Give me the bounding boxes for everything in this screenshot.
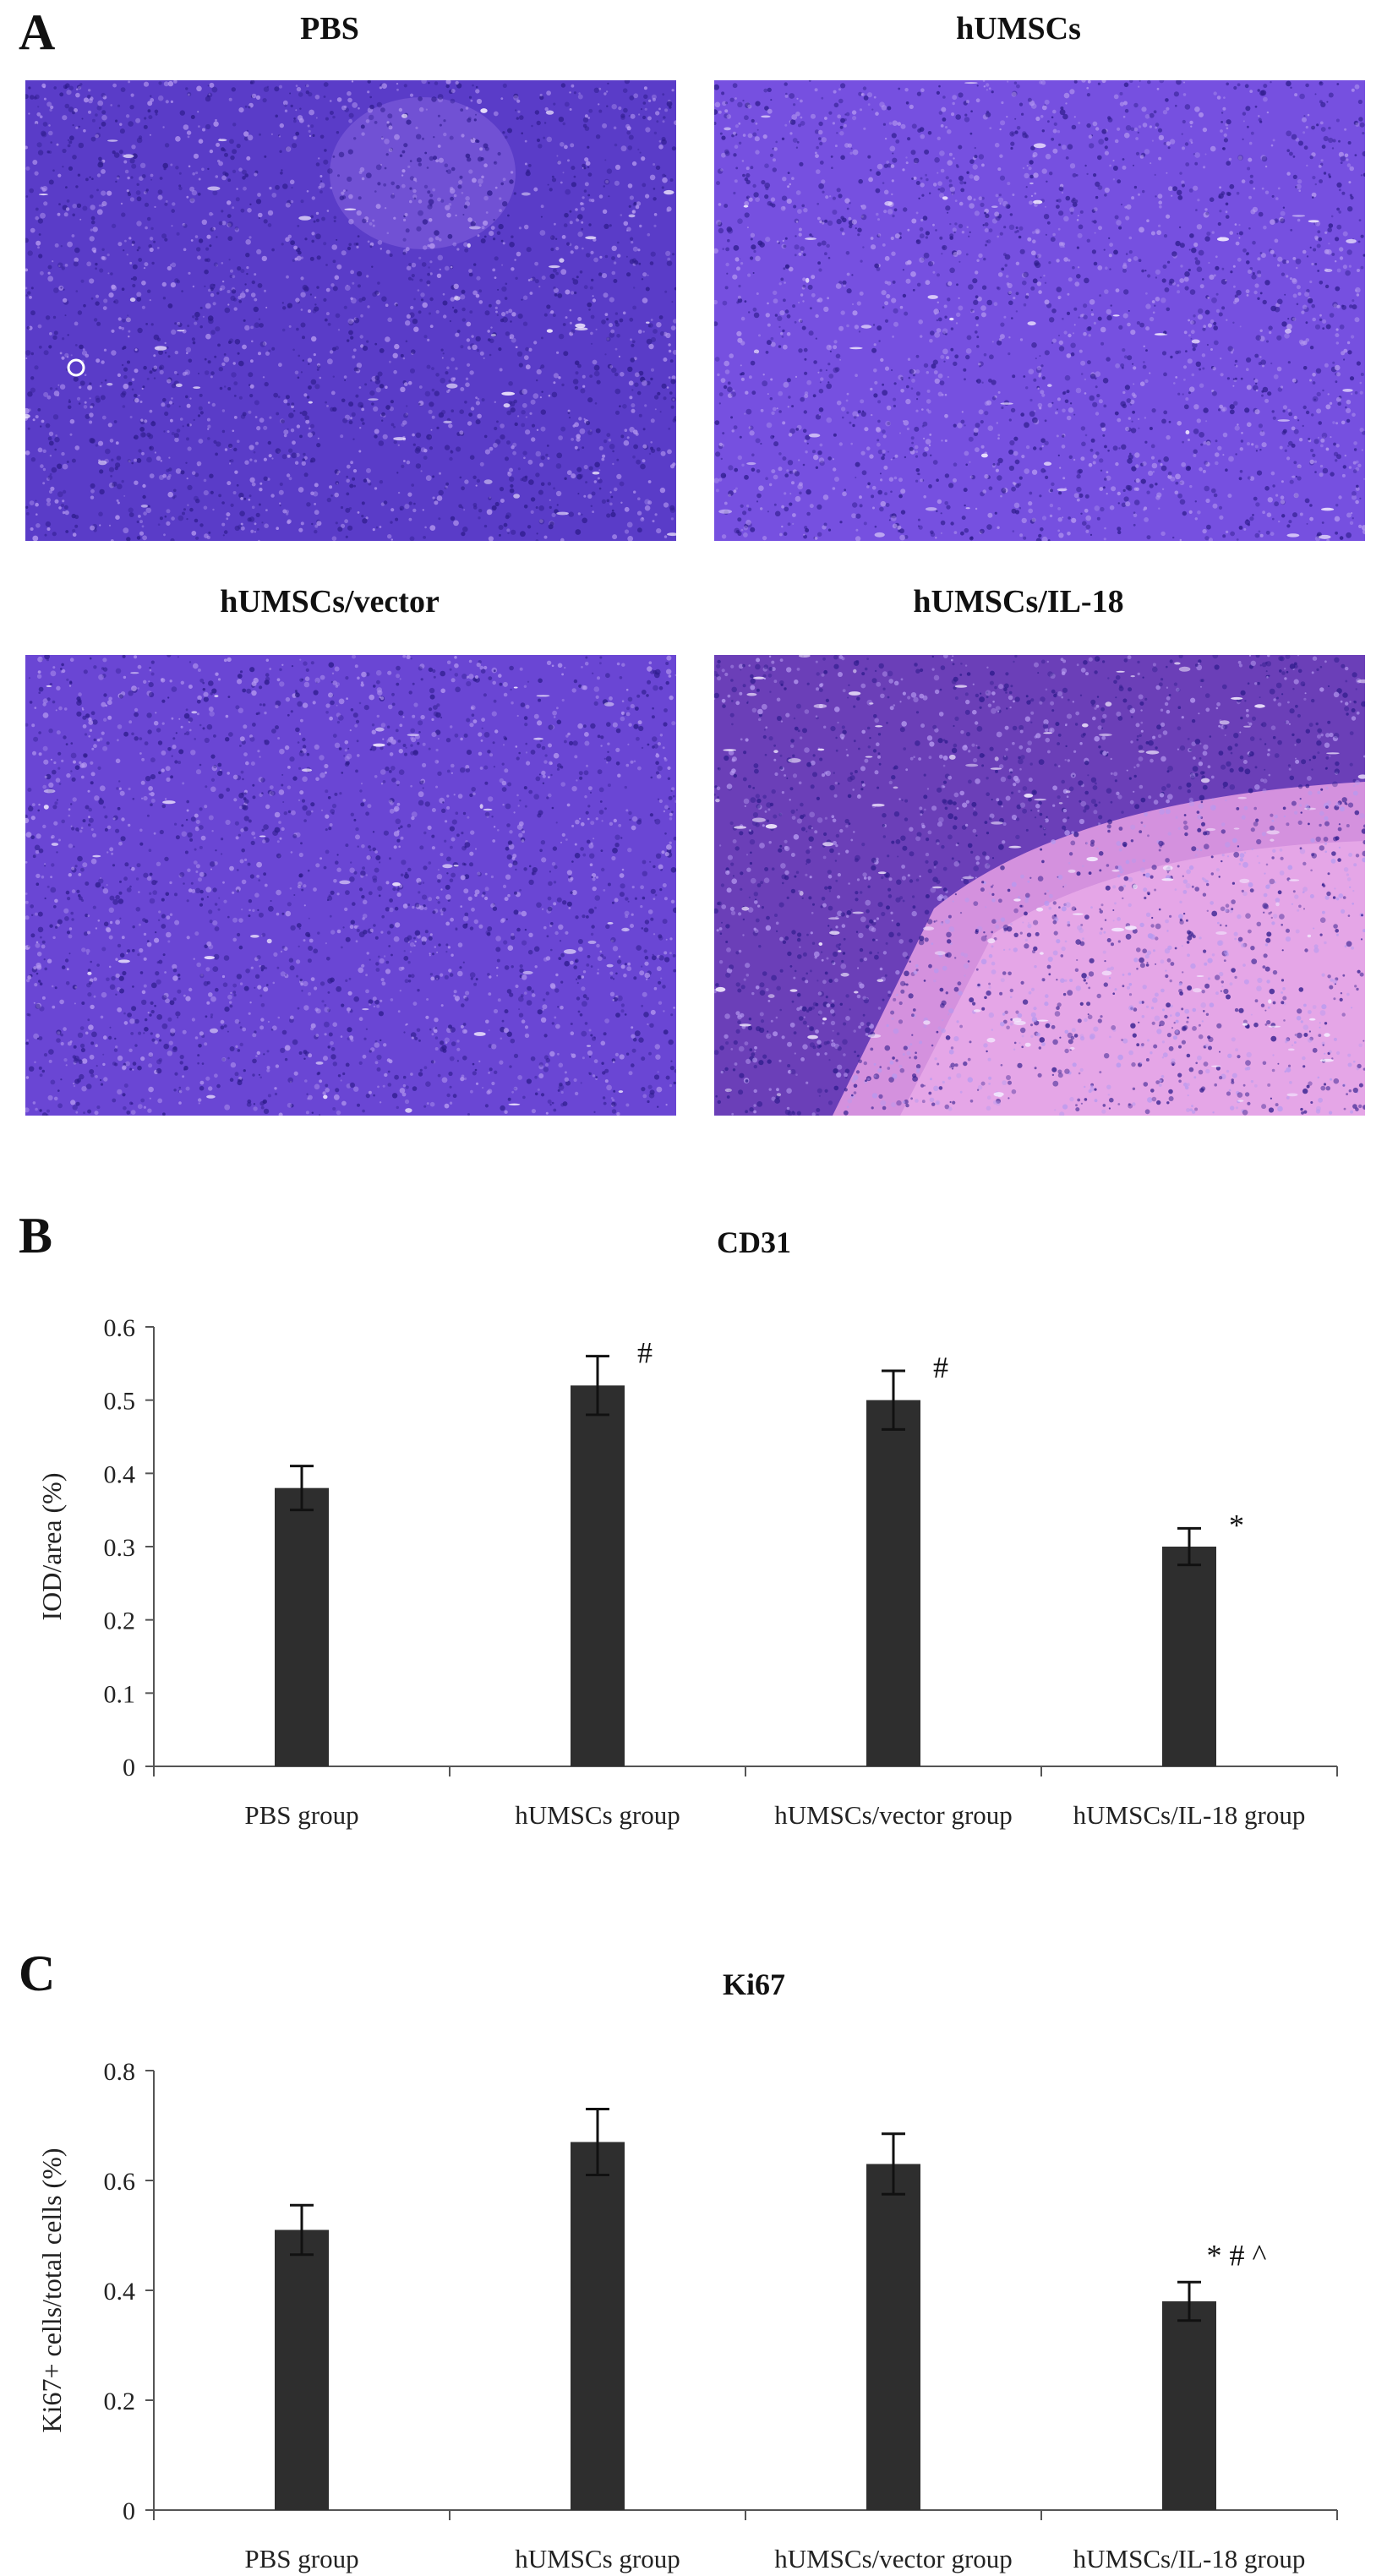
y-tick-label: 0.6 bbox=[104, 2168, 136, 2196]
chart-cd31-svg: CD31 0 0.1 0.2 0.3 0.4 0.5 0.6 IOD/area (%) PBS g… bbox=[36, 1225, 1338, 1830]
bar bbox=[571, 2142, 625, 2510]
x-tick-label: hUMSCs/vector group bbox=[774, 2544, 1013, 2573]
y-axis-label: Ki67+ cells/total cells (%) bbox=[36, 2148, 67, 2432]
panel-c-letter: C bbox=[19, 1946, 56, 2001]
image-title-pbs: PBS bbox=[300, 11, 359, 46]
error-bar bbox=[586, 1355, 609, 1416]
error-bar bbox=[290, 1465, 314, 1512]
image-title-humscs: hUMSCs bbox=[956, 11, 1081, 46]
y-tick-label: 0.1 bbox=[104, 1680, 136, 1708]
x-tick-label: hUMSCs/IL-18 group bbox=[1073, 2544, 1306, 2573]
significance-marker: * # ^ bbox=[1207, 2238, 1267, 2272]
panel-b-letter: B bbox=[19, 1208, 53, 1263]
micrograph-humscs-vector bbox=[25, 655, 676, 1116]
chart-title: Ki67 bbox=[723, 1967, 785, 2001]
y-tick-label: 0.2 bbox=[104, 2388, 136, 2415]
chart-ki67-svg: Ki67 0 0.2 0.4 0.6 0.8 Ki67+ cells/total cells… bbox=[36, 1967, 1338, 2573]
y-tick-label: 0 bbox=[123, 2497, 135, 2525]
chart-ki67: Ki67 0 0.2 0.4 0.6 0.8 Ki67+ cells/total cells… bbox=[0, 1940, 1398, 2576]
y-tick-label: 0 bbox=[123, 1754, 135, 1782]
x-tick-label: PBS group bbox=[244, 1800, 358, 1830]
bar bbox=[275, 1487, 329, 1766]
panel-a-letter: A bbox=[19, 4, 56, 60]
y-tick-label: 0.2 bbox=[104, 1607, 136, 1635]
x-tick-label: hUMSCs group bbox=[515, 1800, 680, 1830]
significance-marker: # bbox=[637, 1336, 653, 1370]
x-tick-label: PBS group bbox=[244, 2544, 358, 2573]
y-tick-label: 0.5 bbox=[104, 1388, 136, 1416]
error-bar bbox=[1177, 2280, 1201, 2322]
significance-marker: * bbox=[1229, 1508, 1244, 1542]
image-title-humscs-vector: hUMSCs/vector bbox=[220, 584, 440, 619]
chart-cd31: CD31 0 0.1 0.2 0.3 0.4 0.5 0.6 IOD/area (%) PBS g… bbox=[0, 1200, 1398, 1851]
micrograph-humscs bbox=[714, 80, 1365, 541]
y-tick-label: 0.8 bbox=[104, 2058, 136, 2086]
y-tick-label: 0.6 bbox=[104, 1314, 136, 1342]
bar bbox=[571, 1385, 625, 1766]
error-bar bbox=[882, 1369, 905, 1431]
significance-marker: # bbox=[933, 1351, 948, 1384]
bar bbox=[866, 2164, 920, 2510]
micrograph-humscs-il18 bbox=[714, 655, 1365, 1116]
micrograph-pbs bbox=[25, 80, 676, 541]
error-bar bbox=[290, 2203, 314, 2257]
error-bar bbox=[586, 2108, 609, 2176]
bar bbox=[1162, 1547, 1216, 1766]
x-tick-label: hUMSCs group bbox=[515, 2544, 680, 2573]
bar bbox=[275, 2229, 329, 2510]
error-bar bbox=[1177, 1526, 1201, 1567]
y-tick-label: 0.3 bbox=[104, 1534, 136, 1562]
bar bbox=[866, 1400, 920, 1766]
error-bar bbox=[882, 2132, 905, 2196]
bar bbox=[1162, 2301, 1216, 2510]
y-axis-label: IOD/area (%) bbox=[36, 1473, 67, 1621]
x-tick-label: hUMSCs/vector group bbox=[774, 1800, 1013, 1830]
image-title-humscs-il18: hUMSCs/IL-18 bbox=[913, 584, 1124, 619]
y-tick-label: 0.4 bbox=[104, 2278, 136, 2306]
y-tick-label: 0.4 bbox=[104, 1460, 136, 1488]
x-tick-label: hUMSCs/IL-18 group bbox=[1073, 1800, 1306, 1830]
chart-title: CD31 bbox=[717, 1225, 791, 1259]
